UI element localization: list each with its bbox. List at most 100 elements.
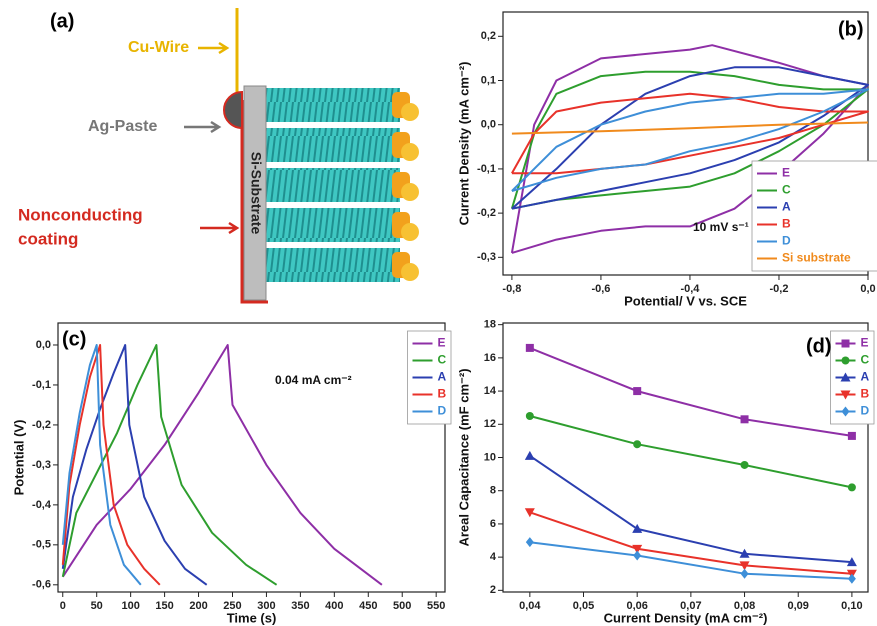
plot-frame — [503, 323, 868, 592]
x-tick-label: 500 — [393, 600, 411, 612]
y-tick-label: 6 — [490, 518, 496, 530]
nanostructure — [266, 88, 419, 282]
legend-label: E — [861, 336, 869, 350]
x-tick-label: 450 — [359, 600, 377, 612]
y-tick-label: 12 — [484, 418, 496, 430]
y-tick-label: -0,1 — [477, 163, 496, 175]
marker — [848, 574, 856, 584]
legend-label: D — [782, 234, 791, 248]
paste-label: Ag-Paste — [88, 118, 157, 135]
legend-label: A — [861, 370, 870, 384]
y-tick-label: -0,2 — [32, 419, 51, 431]
x-tick-label: 200 — [189, 600, 207, 612]
legend-label: D — [438, 404, 447, 418]
y-tick-label: -0,4 — [32, 499, 52, 511]
annotation: 0.04 mA cm⁻² — [275, 373, 352, 387]
marker — [741, 569, 749, 579]
marker — [526, 412, 534, 420]
series-line — [530, 542, 852, 579]
marker — [848, 432, 856, 440]
series-line — [530, 456, 852, 562]
legend-label: Si substrate — [782, 251, 851, 265]
y-tick-label: -0,3 — [32, 459, 51, 471]
x-axis-label: Current Density (mA cm⁻²) — [604, 610, 768, 625]
x-tick-label: 0 — [60, 600, 66, 612]
schematic: (a) Si-Substrate Cu-Wire Ag-Paste Noncon… — [18, 8, 419, 302]
panel-label: (c) — [62, 328, 86, 350]
y-tick-label: 0,0 — [481, 119, 496, 131]
x-tick-label: 150 — [155, 600, 173, 612]
legend-label: E — [782, 166, 790, 180]
y-tick-label: -0,1 — [32, 379, 51, 391]
plot-frame — [58, 323, 445, 592]
x-tick-label: 50 — [91, 600, 103, 612]
legend-label: D — [861, 404, 870, 418]
x-tick-label: 0,09 — [788, 600, 809, 612]
series-line — [530, 416, 852, 487]
marker — [848, 483, 856, 491]
x-tick-label: -0,2 — [769, 283, 788, 295]
annotation: 10 mV s⁻¹ — [693, 220, 749, 234]
x-tick-label: 0,10 — [841, 600, 862, 612]
marker — [633, 440, 641, 448]
panel-label: (a) — [50, 10, 74, 32]
legend-label: C — [438, 353, 447, 367]
arrow — [200, 223, 237, 233]
y-tick-label: 2 — [490, 584, 496, 596]
marker — [525, 451, 535, 460]
y-tick-label: 0,0 — [36, 339, 51, 351]
marker — [632, 524, 642, 533]
x-tick-label: 0,04 — [519, 600, 541, 612]
x-tick-label: 550 — [427, 600, 445, 612]
y-tick-label: -0,6 — [32, 579, 51, 591]
marker — [526, 537, 534, 547]
wire-label: Cu-Wire — [128, 39, 189, 56]
marker — [633, 550, 641, 560]
panel-label: (d) — [806, 335, 832, 357]
y-tick-label: 4 — [490, 551, 497, 563]
y-axis-label: Potential (V) — [11, 420, 26, 496]
ag-paste — [224, 92, 242, 128]
marker — [741, 415, 749, 423]
marker — [526, 344, 534, 352]
y-tick-label: -0,3 — [477, 251, 496, 263]
y-tick-label: 14 — [484, 385, 497, 397]
arrow — [198, 43, 227, 53]
y-tick-label: 10 — [484, 451, 496, 463]
x-axis-label: Potential/ V vs. SCE — [624, 293, 747, 308]
x-axis-label: Time (s) — [227, 610, 277, 625]
y-tick-label: 8 — [490, 485, 496, 497]
coating-label: coating — [18, 229, 78, 248]
y-axis-label: Current Density (mA cm⁻²) — [456, 62, 471, 226]
legend-label: E — [438, 336, 446, 350]
x-tick-label: -0,6 — [591, 283, 610, 295]
marker — [842, 340, 850, 348]
y-tick-label: 16 — [484, 352, 496, 364]
y-tick-label: 18 — [484, 319, 496, 331]
legend-label: B — [438, 387, 447, 401]
x-tick-label: -0,8 — [502, 283, 521, 295]
x-tick-label: 350 — [291, 600, 309, 612]
legend-label: B — [861, 387, 870, 401]
x-tick-label: 400 — [325, 600, 343, 612]
substrate-label: Si-Substrate — [248, 152, 264, 235]
coating-label: Nonconducting — [18, 205, 143, 224]
marker — [633, 387, 641, 395]
legend-label: A — [438, 370, 447, 384]
y-tick-label: 0,1 — [481, 74, 496, 86]
series-line — [63, 345, 207, 585]
x-tick-label: 0,05 — [573, 600, 594, 612]
legend-label: A — [782, 200, 791, 214]
figure: (a) Si-Substrate Cu-Wire Ag-Paste Noncon… — [0, 0, 877, 626]
legend-label: C — [861, 353, 870, 367]
x-tick-label: 0,0 — [860, 283, 875, 295]
marker — [842, 357, 850, 365]
y-tick-label: -0,2 — [477, 207, 496, 219]
legend-label: C — [782, 183, 791, 197]
marker — [741, 461, 749, 469]
panel-label: (b) — [838, 18, 864, 40]
arrow — [184, 122, 219, 132]
y-tick-label: -0,5 — [32, 539, 51, 551]
series-line — [530, 348, 852, 436]
x-tick-label: 100 — [121, 600, 139, 612]
